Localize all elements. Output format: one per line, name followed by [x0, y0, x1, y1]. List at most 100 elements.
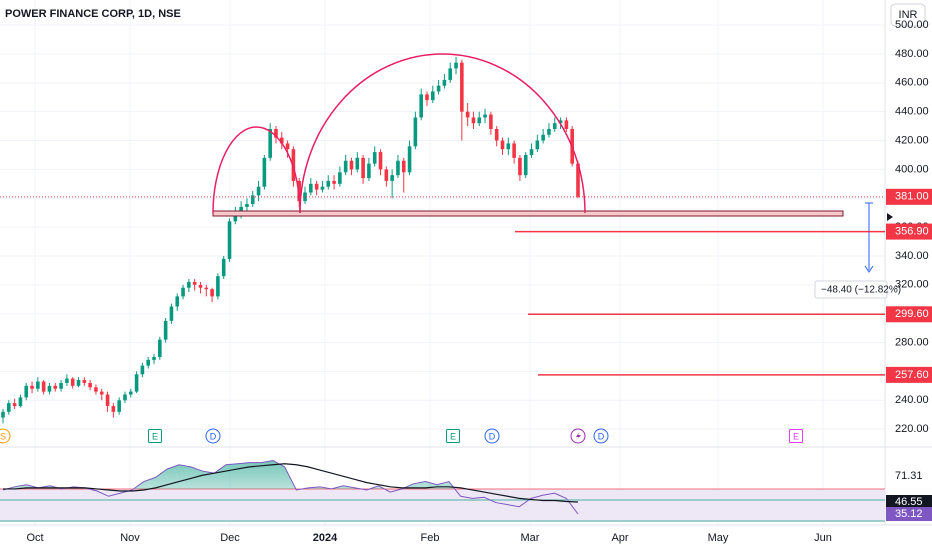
candle-body	[285, 143, 290, 150]
candle-body	[477, 117, 482, 124]
y-tick-label: 340.00	[895, 250, 929, 262]
candle-body	[430, 91, 435, 101]
candle-body	[489, 114, 493, 129]
rsi-overbought-fill	[3, 460, 578, 489]
x-tick-label: Jun	[814, 532, 832, 544]
rsi-tick-label: 71.31	[895, 470, 923, 482]
candle-body	[343, 160, 348, 173]
candle-body	[233, 212, 238, 222]
candle-body	[140, 365, 145, 375]
measure-label: −48.40 (−12.82%)	[821, 285, 901, 296]
candle-body	[12, 403, 17, 407]
candle-body	[314, 183, 319, 190]
candle-body	[338, 172, 342, 184]
y-tick-label: 460.00	[895, 77, 929, 89]
candle-body	[401, 160, 406, 173]
candle-body	[558, 120, 563, 124]
candle-body	[309, 183, 313, 193]
candle-body	[204, 287, 209, 290]
candle-body	[41, 381, 46, 392]
level-box	[886, 366, 932, 383]
y-tick-label: 220.00	[895, 423, 929, 435]
candle-body	[326, 180, 331, 187]
candle-body	[36, 381, 40, 389]
candle-body	[547, 128, 551, 135]
event-icon	[0, 428, 11, 444]
candle-body	[518, 157, 522, 176]
level-box	[886, 306, 932, 323]
x-tick-label: Nov	[120, 532, 140, 544]
candle-body	[268, 128, 272, 158]
last-price-box	[886, 188, 932, 205]
candle-body	[523, 154, 528, 176]
candle-body	[152, 356, 156, 360]
event-icon	[205, 428, 221, 444]
candle-body	[384, 169, 389, 181]
candle-body	[7, 403, 11, 412]
candle-body	[65, 378, 69, 383]
level-label: 257.60	[895, 369, 929, 381]
lightning-icon	[576, 431, 581, 441]
rsi-band	[0, 489, 885, 522]
rsi-label: 35.12	[895, 508, 923, 520]
x-tick-label: Mar	[521, 532, 540, 544]
candle-body	[250, 195, 255, 205]
axis-marker	[887, 213, 893, 221]
event-label: D	[210, 431, 217, 441]
candle-body	[279, 137, 284, 144]
y-tick-label: 500.00	[895, 19, 929, 31]
candle-body	[378, 152, 383, 170]
candle-body	[320, 186, 325, 190]
candle-body	[367, 163, 371, 179]
candle-body	[372, 152, 377, 164]
candle-body	[396, 160, 400, 176]
y-tick-label: 480.00	[895, 48, 929, 60]
candle-body	[529, 149, 534, 155]
event-icon	[446, 429, 460, 443]
y-tick-label: 320.00	[895, 279, 929, 291]
candle-body	[465, 111, 470, 118]
candle-body	[564, 120, 569, 129]
event-label: E	[793, 431, 799, 441]
candle-body	[76, 380, 81, 386]
candle-body	[390, 175, 394, 181]
candle-body	[1, 411, 5, 418]
candle-body	[227, 221, 232, 259]
candle-body	[88, 382, 92, 388]
x-tick-label: Oct	[26, 532, 43, 544]
currency-button[interactable]	[890, 3, 926, 27]
candle-body	[413, 117, 418, 147]
candle-body	[535, 140, 540, 150]
x-tick-label: Dec	[220, 532, 240, 544]
candle-body	[163, 320, 168, 340]
level-box	[886, 223, 932, 240]
candle-body	[552, 123, 557, 129]
candle-body	[82, 380, 87, 383]
candle-body	[117, 400, 121, 412]
candle-body	[128, 391, 133, 395]
candle-body	[512, 143, 516, 158]
candle-body	[460, 62, 464, 112]
candle-body	[483, 114, 487, 118]
candle-body	[332, 180, 336, 184]
currency-label[interactable]: INR	[899, 9, 918, 21]
candle-body	[123, 394, 127, 401]
candle-body	[18, 397, 23, 407]
candle-body	[245, 204, 249, 207]
candle-body	[99, 391, 104, 395]
candle-body	[541, 134, 545, 141]
x-tick-label: Feb	[421, 532, 440, 544]
candle-body	[30, 385, 34, 389]
candle-body	[303, 192, 307, 202]
neckline	[212, 210, 844, 217]
candle-body	[53, 385, 58, 389]
candle-body	[274, 128, 278, 138]
candle-body	[216, 276, 220, 297]
candle-body	[59, 382, 63, 389]
level-label: 356.90	[895, 225, 929, 237]
candle-body	[158, 339, 162, 357]
candle-body	[442, 79, 447, 86]
candle-body	[454, 62, 458, 69]
